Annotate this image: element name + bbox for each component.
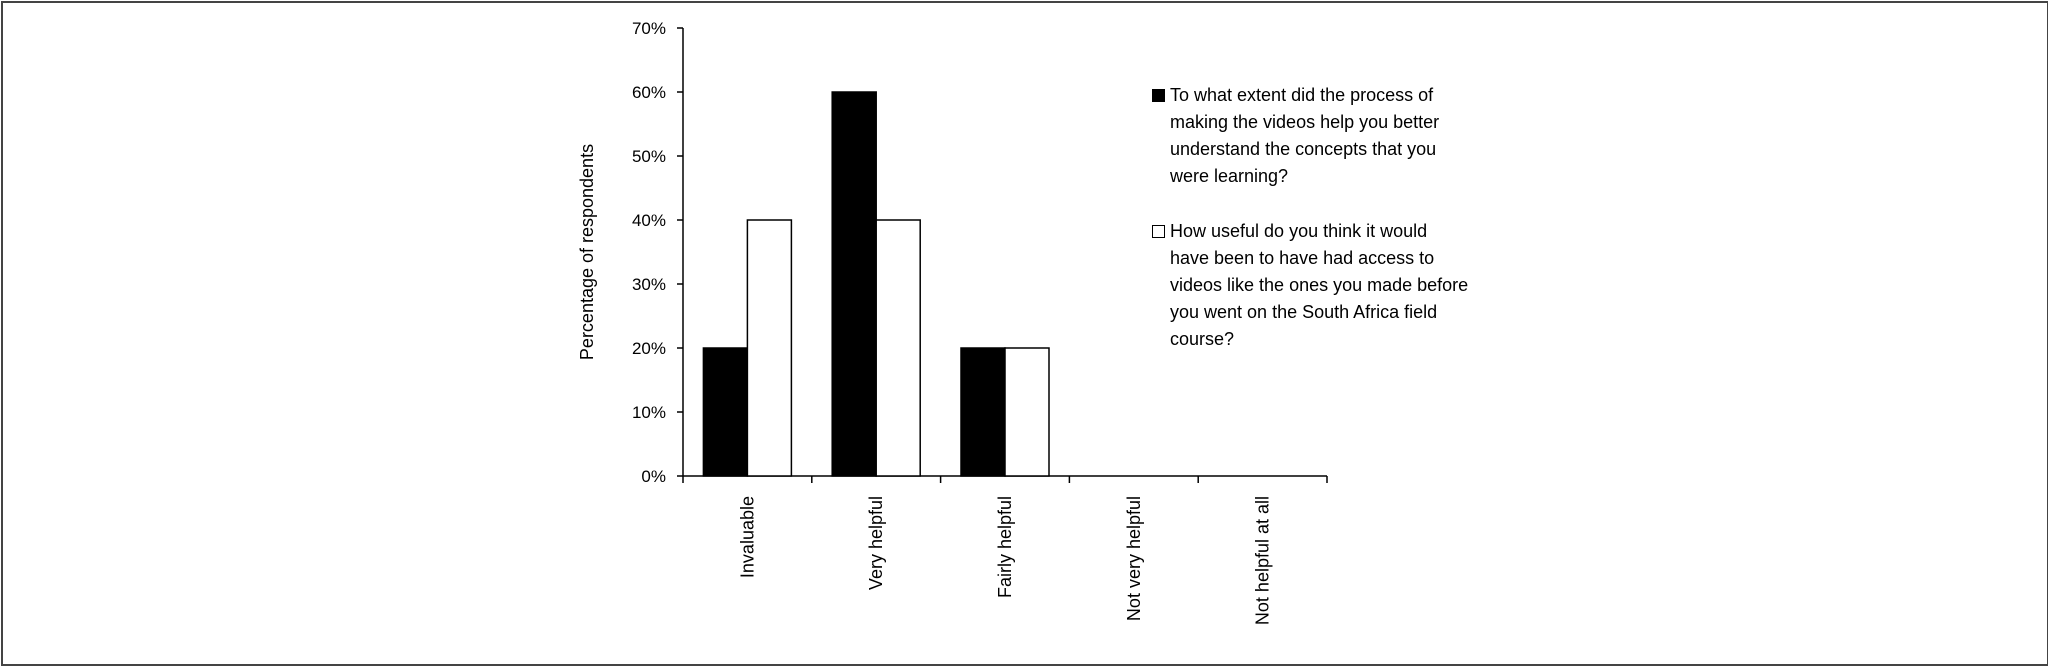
x-tick-label: Fairly helpful: [995, 496, 1015, 598]
y-tick-label: 10%: [632, 403, 666, 422]
legend-swatch-series-1: [1152, 89, 1165, 102]
bar-series-2: [746, 219, 793, 477]
legend-swatch-series-2: [1152, 225, 1165, 238]
x-tick-label: Invaluable: [737, 496, 757, 578]
y-tick-label: 50%: [632, 147, 666, 166]
y-tick-label: 0%: [641, 467, 666, 486]
bar-series-1: [831, 91, 877, 477]
y-tick-labels: 0% 10% 20% 30% 40% 50% 60% 70%: [632, 19, 666, 486]
y-tick-label: 40%: [632, 211, 666, 230]
y-tick-label: 70%: [632, 19, 666, 38]
bar-series-2: [1004, 347, 1050, 477]
x-tick-label: Very helpful: [866, 496, 886, 590]
legend-label-series-1: To what extent did the process of making…: [1170, 85, 1440, 186]
x-tick-label: Not helpful at all: [1253, 496, 1273, 625]
bar-series-1: [960, 347, 1006, 477]
y-tick-label: 20%: [632, 339, 666, 358]
x-tick-label: Not very helpful: [1124, 496, 1144, 621]
legend-label-series-2: How useful do you think it would have be…: [1170, 221, 1469, 349]
bars: [702, 91, 1050, 477]
y-axis-label: Percentage of respondents: [577, 144, 597, 360]
bar-series-1: [702, 347, 749, 477]
y-tick-label: 30%: [632, 275, 666, 294]
y-tick-label: 60%: [632, 83, 666, 102]
bar-series-2: [875, 219, 921, 477]
x-tick-labels: Invaluable Very helpful Fairly helpful Not …: [737, 496, 1272, 625]
